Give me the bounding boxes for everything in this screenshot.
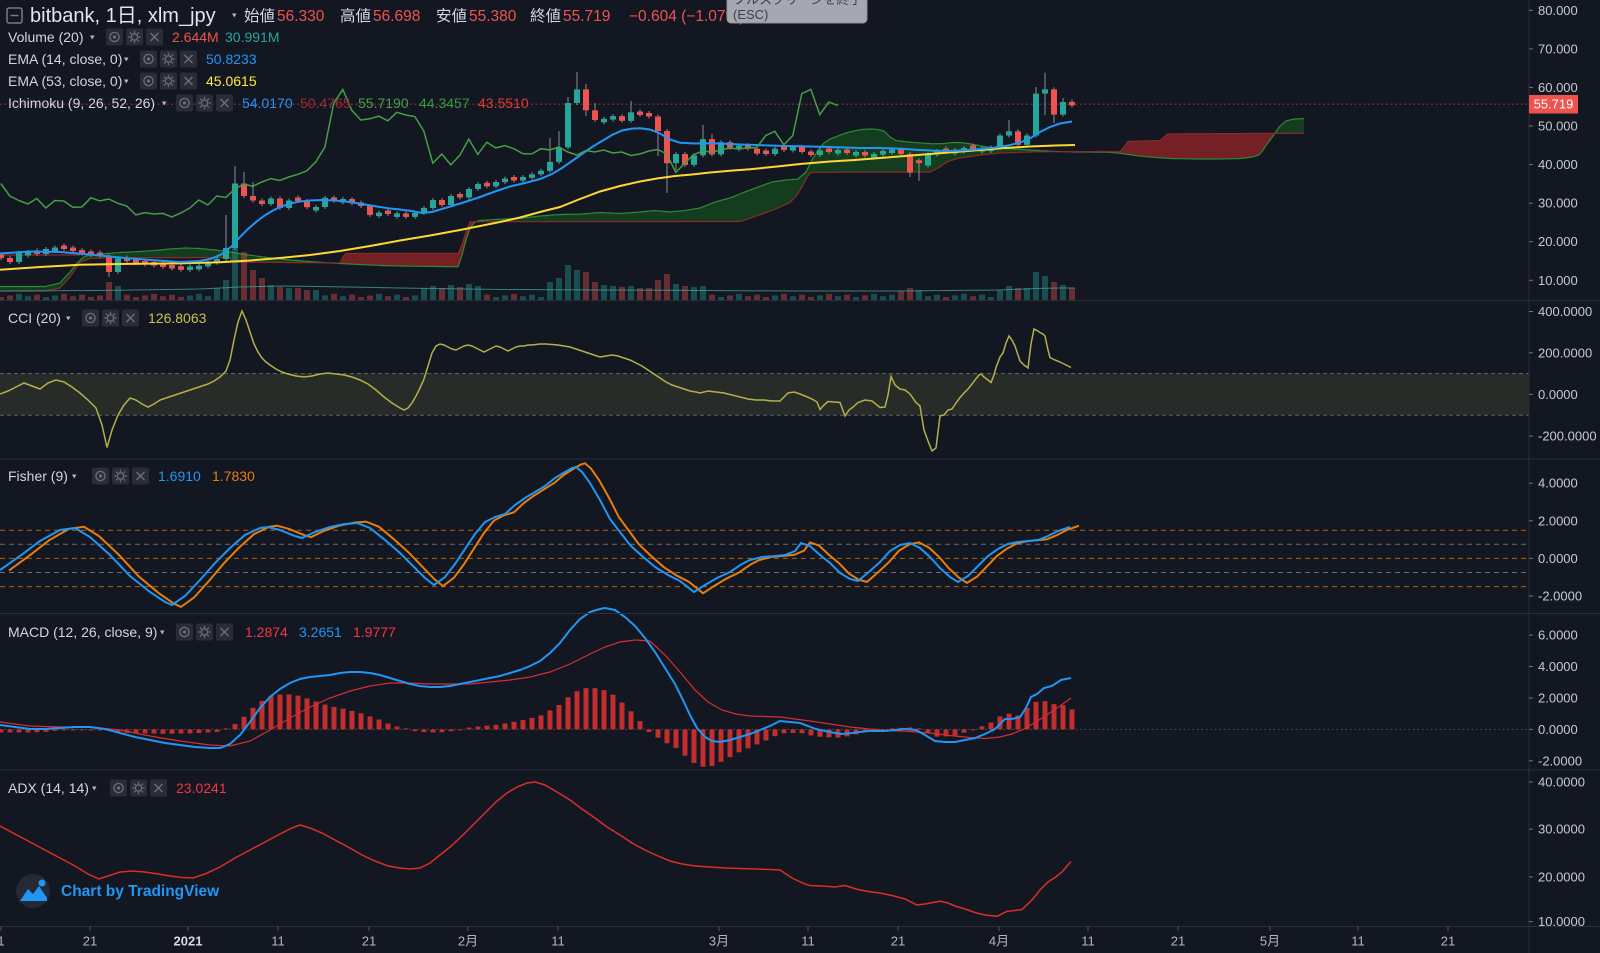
svg-text:0.0000: 0.0000 (1538, 387, 1578, 402)
svg-text:21: 21 (1171, 934, 1185, 949)
svg-text:EMA (14, close, 0): EMA (14, close, 0) (8, 51, 122, 67)
svg-text:Ichimoku (9, 26, 52, 26): Ichimoku (9, 26, 52, 26) (8, 95, 155, 111)
svg-text:2021: 2021 (174, 934, 203, 949)
svg-text:6.0000: 6.0000 (1538, 628, 1578, 643)
svg-text:2.644M: 2.644M (172, 29, 219, 45)
svg-text:2.0000: 2.0000 (1538, 513, 1578, 528)
svg-text:60.000: 60.000 (1538, 80, 1578, 95)
svg-text:CCI (20): CCI (20) (8, 310, 61, 326)
svg-text:ADX (14, 14): ADX (14, 14) (8, 780, 89, 796)
svg-text:400.0000: 400.0000 (1538, 304, 1592, 319)
svg-text:0.0000: 0.0000 (1538, 722, 1578, 737)
svg-text:50.4765: 50.4765 (300, 95, 351, 111)
svg-text:11: 11 (1081, 934, 1095, 949)
svg-text:(ESC): (ESC) (733, 7, 768, 22)
svg-text:2.0000: 2.0000 (1538, 691, 1578, 706)
svg-text:21: 21 (83, 934, 97, 949)
svg-text:3.2651: 3.2651 (299, 624, 342, 640)
svg-text:MACD (12, 26, close, 9): MACD (12, 26, close, 9) (8, 624, 157, 640)
svg-text:11: 11 (271, 934, 285, 949)
svg-text:EMA (53, close, 0): EMA (53, close, 0) (8, 73, 122, 89)
svg-text:50.000: 50.000 (1538, 119, 1578, 134)
svg-text:44.3457: 44.3457 (419, 95, 470, 111)
svg-text:20.0000: 20.0000 (1538, 869, 1585, 884)
svg-text:30.0000: 30.0000 (1538, 822, 1585, 837)
svg-text:80.000: 80.000 (1538, 3, 1578, 18)
svg-text:4.0000: 4.0000 (1538, 476, 1578, 491)
svg-text:30.000: 30.000 (1538, 196, 1578, 211)
svg-text:1.7830: 1.7830 (212, 468, 255, 484)
svg-text:55.719: 55.719 (1534, 97, 1574, 112)
svg-text:11: 11 (1351, 934, 1365, 949)
svg-text:21: 21 (891, 934, 905, 949)
svg-text:200.0000: 200.0000 (1538, 345, 1592, 360)
svg-text:0.0000: 0.0000 (1538, 551, 1578, 566)
svg-text:1: 1 (0, 934, 5, 949)
svg-text:10.0000: 10.0000 (1538, 914, 1585, 929)
svg-text:1.9777: 1.9777 (353, 624, 396, 640)
svg-text:2月: 2月 (458, 934, 478, 949)
svg-text:5月: 5月 (1260, 934, 1280, 949)
svg-text:-2.0000: -2.0000 (1538, 753, 1582, 768)
svg-text:-2.0000: -2.0000 (1538, 589, 1582, 604)
svg-text:126.8063: 126.8063 (148, 310, 207, 326)
svg-text:10.000: 10.000 (1538, 273, 1578, 288)
svg-text:Fisher (9): Fisher (9) (8, 468, 68, 484)
svg-text:45.0615: 45.0615 (206, 73, 257, 89)
svg-text:30.991M: 30.991M (225, 29, 279, 45)
svg-text:-200.0000: -200.0000 (1538, 429, 1597, 444)
svg-text:4月: 4月 (989, 934, 1009, 949)
svg-text:bitbank, 1日, xlm_jpy: bitbank, 1日, xlm_jpy (30, 5, 216, 27)
svg-text:4.0000: 4.0000 (1538, 659, 1578, 674)
svg-text:43.5510: 43.5510 (478, 95, 529, 111)
svg-text:50.8233: 50.8233 (206, 51, 257, 67)
svg-text:21: 21 (1441, 934, 1455, 949)
svg-text:40.000: 40.000 (1538, 157, 1578, 172)
svg-text:21: 21 (362, 934, 376, 949)
svg-text:11: 11 (801, 934, 815, 949)
svg-text:11: 11 (551, 934, 565, 949)
svg-text:1.2874: 1.2874 (245, 624, 288, 640)
svg-text:54.0170: 54.0170 (242, 95, 293, 111)
svg-text:3月: 3月 (709, 934, 729, 949)
svg-text:フルスクリーンを終了: フルスクリーンを終了 (733, 0, 862, 7)
svg-text:1.6910: 1.6910 (158, 468, 201, 484)
svg-text:55.7190: 55.7190 (358, 95, 409, 111)
svg-text:23.0241: 23.0241 (176, 780, 227, 796)
svg-text:40.0000: 40.0000 (1538, 774, 1585, 789)
svg-text:70.000: 70.000 (1538, 41, 1578, 56)
svg-text:Chart by TradingView: Chart by TradingView (61, 883, 220, 900)
svg-text:Volume (20): Volume (20) (8, 29, 83, 45)
svg-text:20.000: 20.000 (1538, 234, 1578, 249)
